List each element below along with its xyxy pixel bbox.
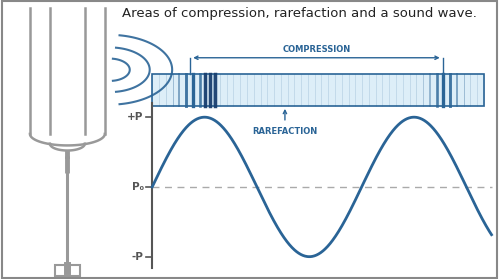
Text: RAREFACTION: RAREFACTION [252, 127, 317, 136]
Bar [152, 74, 484, 106]
Text: COMPRESSION: COMPRESSION [282, 45, 351, 54]
Bar [55, 265, 80, 276]
Text: +P: +P [127, 112, 144, 122]
Text: P₀: P₀ [132, 182, 144, 192]
Text: -P: -P [132, 252, 144, 262]
Text: Areas of compression, rarefaction and a sound wave.: Areas of compression, rarefaction and a … [122, 7, 477, 20]
